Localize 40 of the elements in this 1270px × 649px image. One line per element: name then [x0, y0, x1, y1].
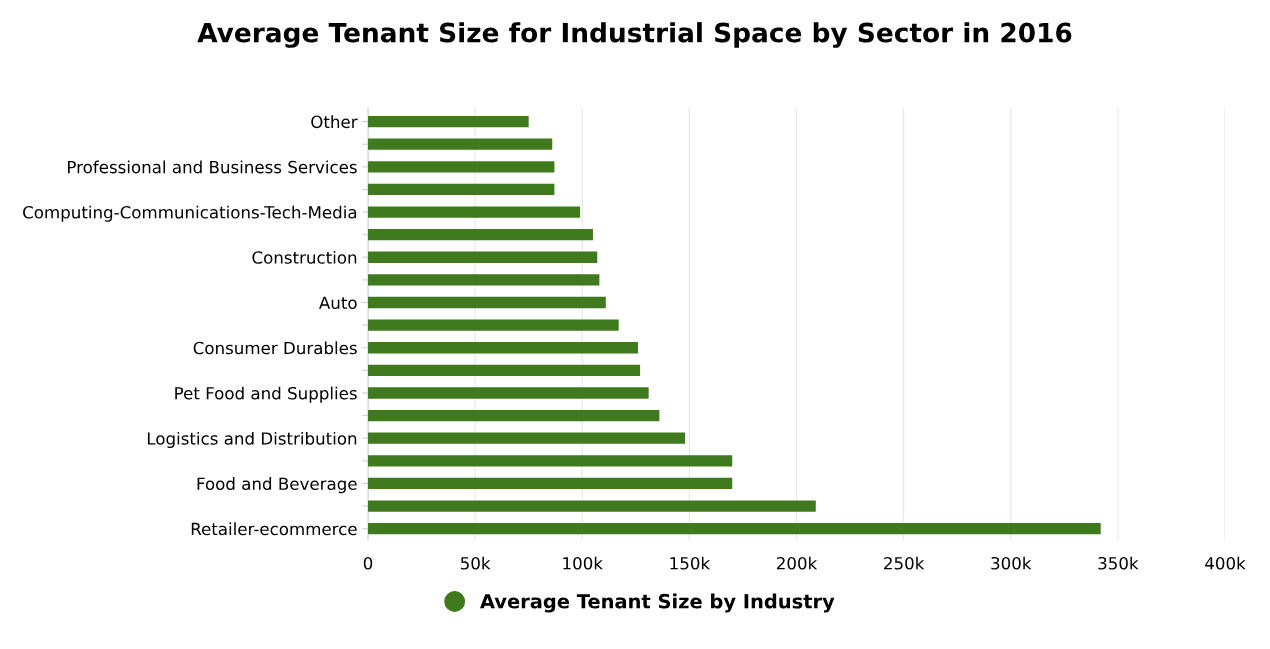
y-tick-label: Retailer-ecommerce — [191, 522, 357, 536]
bar — [368, 455, 733, 467]
y-tick-label: Construction — [252, 250, 357, 264]
y-tick-label: Pet Food and Supplies — [175, 386, 357, 403]
y-tick-label: Professional and Business Services — [68, 160, 357, 174]
x-tick-label: 50k — [460, 556, 491, 570]
x-tick-label: 250k — [884, 556, 925, 570]
bar — [368, 229, 593, 241]
bar — [368, 183, 555, 196]
bar — [368, 251, 598, 263]
bar — [368, 115, 529, 128]
x-tick-label: 0 — [363, 556, 373, 570]
bar — [368, 409, 660, 422]
bar — [368, 206, 581, 218]
chart-title: Average Tenant Size for Industrial Space by Sector in 2016 — [197, 22, 1072, 48]
y-tick-label: Auto — [319, 296, 357, 310]
bar — [368, 432, 686, 444]
x-tick-label: 100k — [563, 556, 603, 570]
y-tick-label: Food and Beverage — [197, 477, 357, 494]
y-tick-label: Other — [311, 115, 358, 129]
bar — [368, 342, 638, 354]
legend-label: Average Tenant Size by Industry — [480, 593, 835, 613]
x-tick-label: 200k — [776, 556, 818, 570]
y-tick-label: Computing-Communications-Tech-Media — [23, 205, 357, 222]
bar — [368, 296, 606, 309]
x-tick-label: 300k — [991, 556, 1032, 570]
bar — [368, 523, 1101, 535]
x-tick-label: 150k — [670, 556, 711, 570]
y-tick-label: Consumer Durables — [193, 341, 357, 355]
bar — [368, 274, 600, 286]
bar — [368, 319, 619, 331]
bar — [368, 500, 816, 512]
bar — [368, 161, 555, 173]
bar — [368, 477, 733, 490]
y-tick-label: Logistics and Distribution — [147, 431, 357, 449]
bar — [368, 387, 649, 399]
x-tick-label: 400k — [1205, 556, 1246, 570]
x-tick-label: 350k — [1098, 556, 1139, 570]
bar — [368, 364, 641, 377]
bar — [368, 138, 553, 150]
